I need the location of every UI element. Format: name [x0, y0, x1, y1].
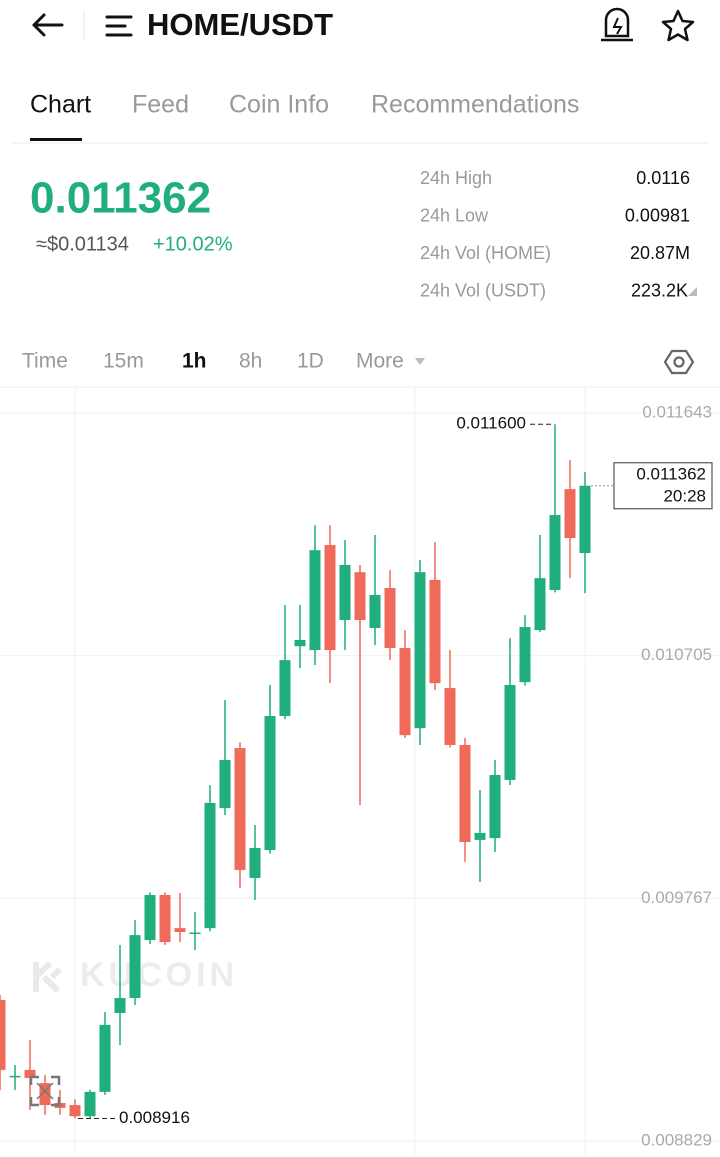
candle-body	[369, 594, 381, 629]
candle-body	[339, 564, 351, 621]
stat-value: 0.00981	[625, 205, 690, 225]
candle-body	[384, 587, 396, 648]
candle-body	[204, 802, 216, 929]
candle-body	[504, 684, 516, 780]
candle-body	[114, 997, 126, 1013]
tab[interactable]: Coin Info	[229, 91, 329, 119]
candle-body	[474, 832, 486, 840]
low-marker-label: 0.008916	[119, 1108, 190, 1127]
watermark-logo	[33, 960, 63, 994]
candle-body	[279, 660, 291, 717]
candle-body	[354, 572, 366, 621]
candle-body	[519, 627, 531, 683]
stat-label: 24h Vol (HOME)	[420, 243, 551, 263]
last-price-label: 0.011362	[636, 464, 706, 483]
stat-toggle[interactable]	[688, 287, 697, 296]
stat-value: 20.87M	[630, 243, 690, 263]
watermark: KUCOIN	[80, 956, 238, 994]
y-tick-label: 0.008829	[641, 1131, 712, 1150]
candle-body	[159, 895, 171, 943]
interval[interactable]: 8h	[239, 350, 262, 373]
tab[interactable]: Feed	[132, 91, 189, 119]
alert-icon[interactable]	[601, 7, 633, 42]
candle-body	[324, 545, 336, 651]
more-caret[interactable]	[415, 358, 425, 365]
price-change: +10.02%	[153, 233, 233, 255]
candle-body	[189, 932, 201, 935]
interval[interactable]: 1h	[182, 350, 207, 373]
candle-body	[309, 550, 321, 651]
candle-body	[459, 744, 471, 842]
interval[interactable]: Time	[22, 350, 68, 373]
candle-body	[219, 759, 231, 809]
candle-body	[429, 579, 441, 684]
tab[interactable]: Recommendations	[371, 91, 579, 119]
candle-body	[69, 1105, 81, 1117]
interval[interactable]: 15m	[103, 350, 144, 373]
candle-body	[234, 748, 246, 870]
stat-label: 24h High	[420, 168, 492, 188]
fullscreen-icon[interactable]	[29, 1075, 61, 1107]
menu-icon[interactable]	[105, 15, 133, 37]
candle-body	[549, 515, 561, 591]
candle-body	[9, 1075, 21, 1078]
active-tab-indicator	[30, 138, 82, 141]
y-tick-label: 0.011643	[642, 403, 712, 422]
candle-body	[534, 578, 546, 631]
candle-body	[264, 716, 276, 851]
candle-body	[84, 1091, 96, 1117]
back-button[interactable]	[32, 13, 64, 37]
candle-body	[579, 485, 591, 554]
fiat-price: ≈$0.01134	[36, 233, 129, 255]
stat-value: 223.2K	[631, 280, 688, 300]
pair-title: HOME/USDT	[147, 7, 333, 42]
last-price-box	[613, 462, 713, 510]
candle-body	[489, 774, 501, 839]
candle-body	[0, 1000, 6, 1070]
candle-body	[294, 639, 306, 647]
interval[interactable]: More	[356, 350, 404, 373]
candle-body	[564, 489, 576, 539]
candle-body	[39, 1083, 51, 1106]
settings-icon[interactable]	[663, 349, 695, 375]
favorite-icon[interactable]	[661, 9, 695, 42]
tab[interactable]: Chart	[30, 91, 91, 119]
candle-body	[249, 847, 261, 878]
countdown: 20:28	[663, 486, 706, 505]
candle-body	[99, 1024, 111, 1092]
high-marker-label: 0.011600	[456, 414, 526, 433]
stat-label: 24h Vol (USDT)	[420, 280, 546, 300]
stat-label: 24h Low	[420, 205, 489, 225]
candle-body	[24, 1069, 36, 1078]
candle-body	[444, 688, 456, 745]
candle-body	[174, 928, 186, 933]
y-tick-label: 0.010705	[641, 645, 712, 664]
stat-value: 0.0116	[636, 168, 690, 188]
y-tick-label: 0.009767	[641, 888, 712, 907]
interval[interactable]: 1D	[297, 350, 324, 373]
last-price: 0.011362	[30, 174, 211, 223]
candle-body	[399, 647, 411, 736]
candle-body	[414, 572, 426, 729]
candle-body	[129, 935, 141, 998]
candle-body	[144, 895, 156, 941]
